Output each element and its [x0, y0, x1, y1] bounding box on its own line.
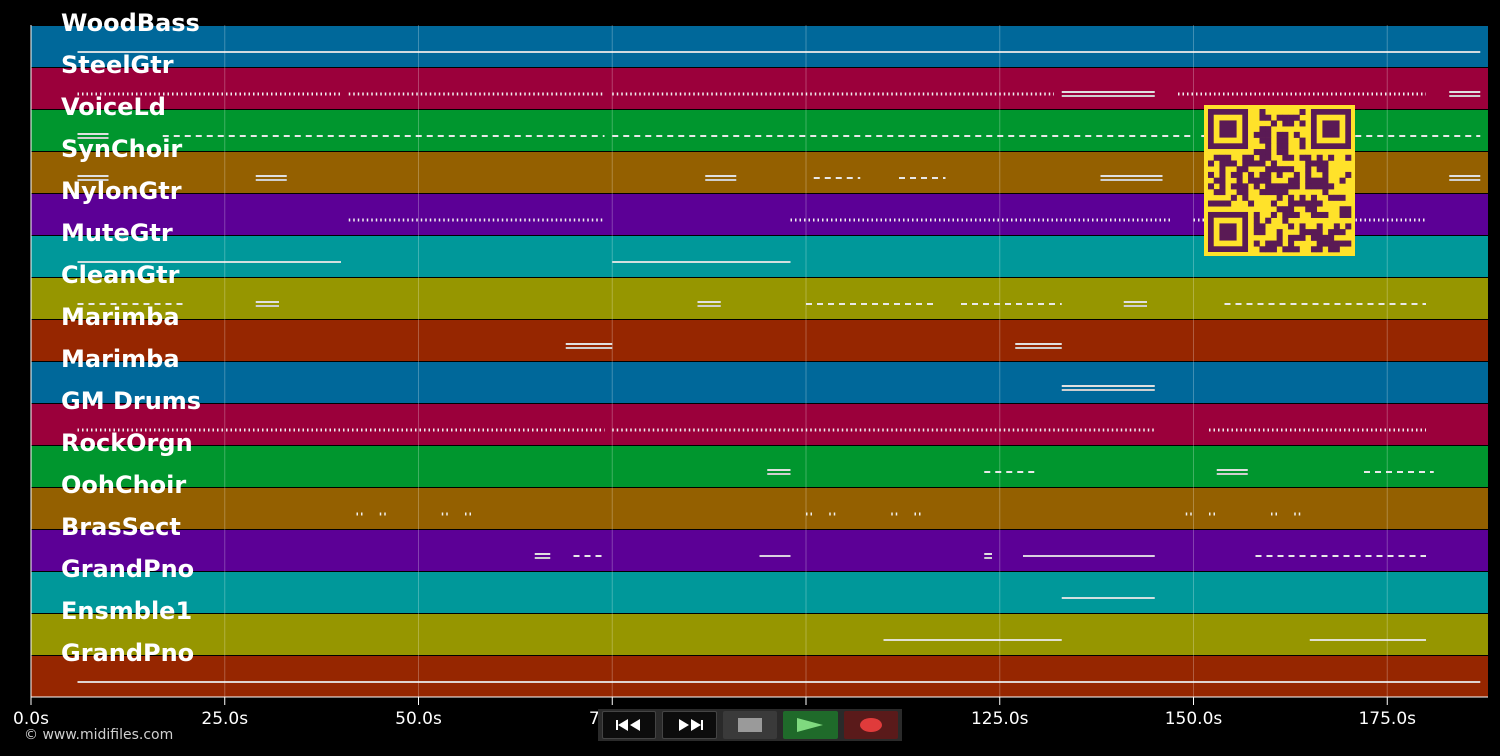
- note-run: [77, 51, 1481, 53]
- track-label: BrasSect: [61, 513, 181, 541]
- note-run: [565, 347, 613, 349]
- rewind-icon: [616, 719, 641, 731]
- track-lane: [31, 68, 1488, 109]
- fast-forward-icon: [678, 719, 703, 731]
- note-run: [1061, 95, 1155, 97]
- note-run: [705, 175, 737, 177]
- tick-label: 175.0s: [1358, 709, 1416, 729]
- note-run: [255, 301, 279, 303]
- note-run: [1015, 347, 1062, 349]
- track-label: Marimba: [61, 303, 180, 331]
- note-run: [1216, 469, 1248, 471]
- note-run: [77, 681, 1481, 683]
- track-lane: [31, 320, 1488, 361]
- track-lane: [31, 404, 1488, 445]
- track-label: WoodBass: [61, 9, 200, 37]
- track-label: RockOrgn: [61, 429, 193, 457]
- note-run: [1123, 301, 1147, 303]
- rewind-button[interactable]: [602, 711, 657, 739]
- note-run: [77, 179, 109, 181]
- note-run: [565, 343, 613, 345]
- note-run: [1216, 473, 1248, 475]
- note-run: [759, 555, 791, 557]
- track-lane: [31, 362, 1488, 403]
- track-labels: WoodBass SteelGtr VoiceLd SynChoir NylonGtr M…: [61, 9, 201, 667]
- note-run: [1449, 95, 1481, 97]
- track-lane: [31, 488, 1488, 529]
- tick-label: 50.0s: [395, 709, 442, 729]
- track-label: SynChoir: [61, 135, 182, 163]
- note-run: [1309, 639, 1426, 641]
- qr-code: [1204, 105, 1355, 256]
- track-label: GM Drums: [61, 387, 201, 415]
- track-lane: [31, 278, 1488, 319]
- note-run: [612, 261, 791, 263]
- track-label: OohChoir: [61, 471, 186, 499]
- note-run: [883, 639, 1062, 641]
- note-run: [1015, 343, 1062, 345]
- tick-label: 125.0s: [971, 709, 1029, 729]
- track-label: GrandPno: [61, 639, 194, 667]
- track-label: NylonGtr: [61, 177, 182, 205]
- note-run: [77, 175, 109, 177]
- note-run: [767, 473, 791, 475]
- tick-label: 150.0s: [1165, 709, 1223, 729]
- note-run: [1449, 91, 1481, 93]
- record-button[interactable]: [843, 711, 898, 739]
- track-lane: [31, 26, 1488, 67]
- track-label: MuteGtr: [61, 219, 173, 247]
- note-run: [697, 305, 721, 307]
- note-run: [534, 553, 551, 555]
- note-run: [1123, 305, 1147, 307]
- note-run: [1023, 555, 1155, 557]
- track-label: Ensmble1: [61, 597, 192, 625]
- track-label: Marimba: [61, 345, 180, 373]
- track-label: VoiceLd: [61, 93, 166, 121]
- stop-button[interactable]: [722, 711, 778, 739]
- track-label: GrandPno: [61, 555, 194, 583]
- note-run: [534, 557, 551, 559]
- note-run: [255, 305, 279, 307]
- track-lane: [31, 572, 1488, 613]
- track-label: SteelGtr: [61, 51, 174, 79]
- time-grid: [224, 25, 1388, 697]
- track-lane: [31, 530, 1488, 571]
- note-run: [1061, 385, 1155, 387]
- note-run: [77, 137, 109, 139]
- note-run: [984, 553, 992, 555]
- record-icon: [859, 718, 882, 732]
- track-lane: [31, 614, 1488, 655]
- track-label: CleanGtr: [61, 261, 180, 289]
- note-activity: [77, 51, 1481, 683]
- tick-label: 25.0s: [201, 709, 248, 729]
- fast-forward-button[interactable]: [662, 711, 717, 739]
- note-run: [1061, 597, 1155, 599]
- note-run: [77, 261, 341, 263]
- note-run: [1449, 175, 1481, 177]
- note-run: [1061, 389, 1155, 391]
- note-run: [255, 175, 287, 177]
- play-button[interactable]: [783, 711, 838, 739]
- note-run: [1061, 91, 1155, 93]
- note-run: [767, 469, 791, 471]
- track-lane: [31, 446, 1488, 487]
- note-run: [984, 557, 992, 559]
- note-run: [697, 301, 721, 303]
- note-run: [1100, 175, 1163, 177]
- note-run: [77, 133, 109, 135]
- copyright-notice: © www.midifiles.com: [24, 727, 174, 743]
- track-lane: [31, 656, 1488, 697]
- stop-icon: [738, 718, 763, 732]
- note-run: [255, 179, 287, 181]
- note-run: [1449, 179, 1481, 181]
- transport-controls: [598, 709, 902, 741]
- note-run: [1100, 179, 1163, 181]
- note-run: [705, 179, 737, 181]
- play-icon: [797, 718, 824, 732]
- tick-label: 0.0s: [13, 709, 49, 729]
